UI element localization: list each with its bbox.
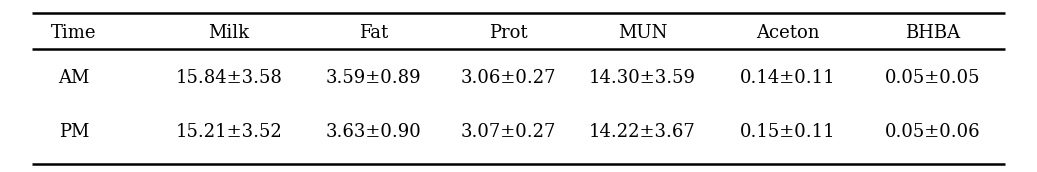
Text: BHBA: BHBA bbox=[904, 24, 960, 42]
Text: 3.63±0.90: 3.63±0.90 bbox=[326, 123, 422, 141]
Text: MUN: MUN bbox=[618, 24, 667, 42]
Text: Milk: Milk bbox=[208, 24, 250, 42]
Text: 3.07±0.27: 3.07±0.27 bbox=[460, 123, 556, 141]
Text: Aceton: Aceton bbox=[756, 24, 819, 42]
Text: 14.30±3.59: 14.30±3.59 bbox=[589, 69, 696, 87]
Text: 0.15±0.11: 0.15±0.11 bbox=[739, 123, 835, 141]
Text: AM: AM bbox=[58, 69, 89, 87]
Text: Fat: Fat bbox=[359, 24, 388, 42]
Text: 14.22±3.67: 14.22±3.67 bbox=[589, 123, 696, 141]
Text: 15.84±3.58: 15.84±3.58 bbox=[175, 69, 282, 87]
Text: PM: PM bbox=[59, 123, 89, 141]
Text: 3.06±0.27: 3.06±0.27 bbox=[460, 69, 556, 87]
Text: 3.59±0.89: 3.59±0.89 bbox=[326, 69, 421, 87]
Text: 0.14±0.11: 0.14±0.11 bbox=[739, 69, 835, 87]
Text: 0.05±0.05: 0.05±0.05 bbox=[885, 69, 980, 87]
Text: 0.05±0.06: 0.05±0.06 bbox=[885, 123, 980, 141]
Text: Prot: Prot bbox=[488, 24, 528, 42]
Text: Time: Time bbox=[51, 24, 96, 42]
Text: 15.21±3.52: 15.21±3.52 bbox=[175, 123, 282, 141]
